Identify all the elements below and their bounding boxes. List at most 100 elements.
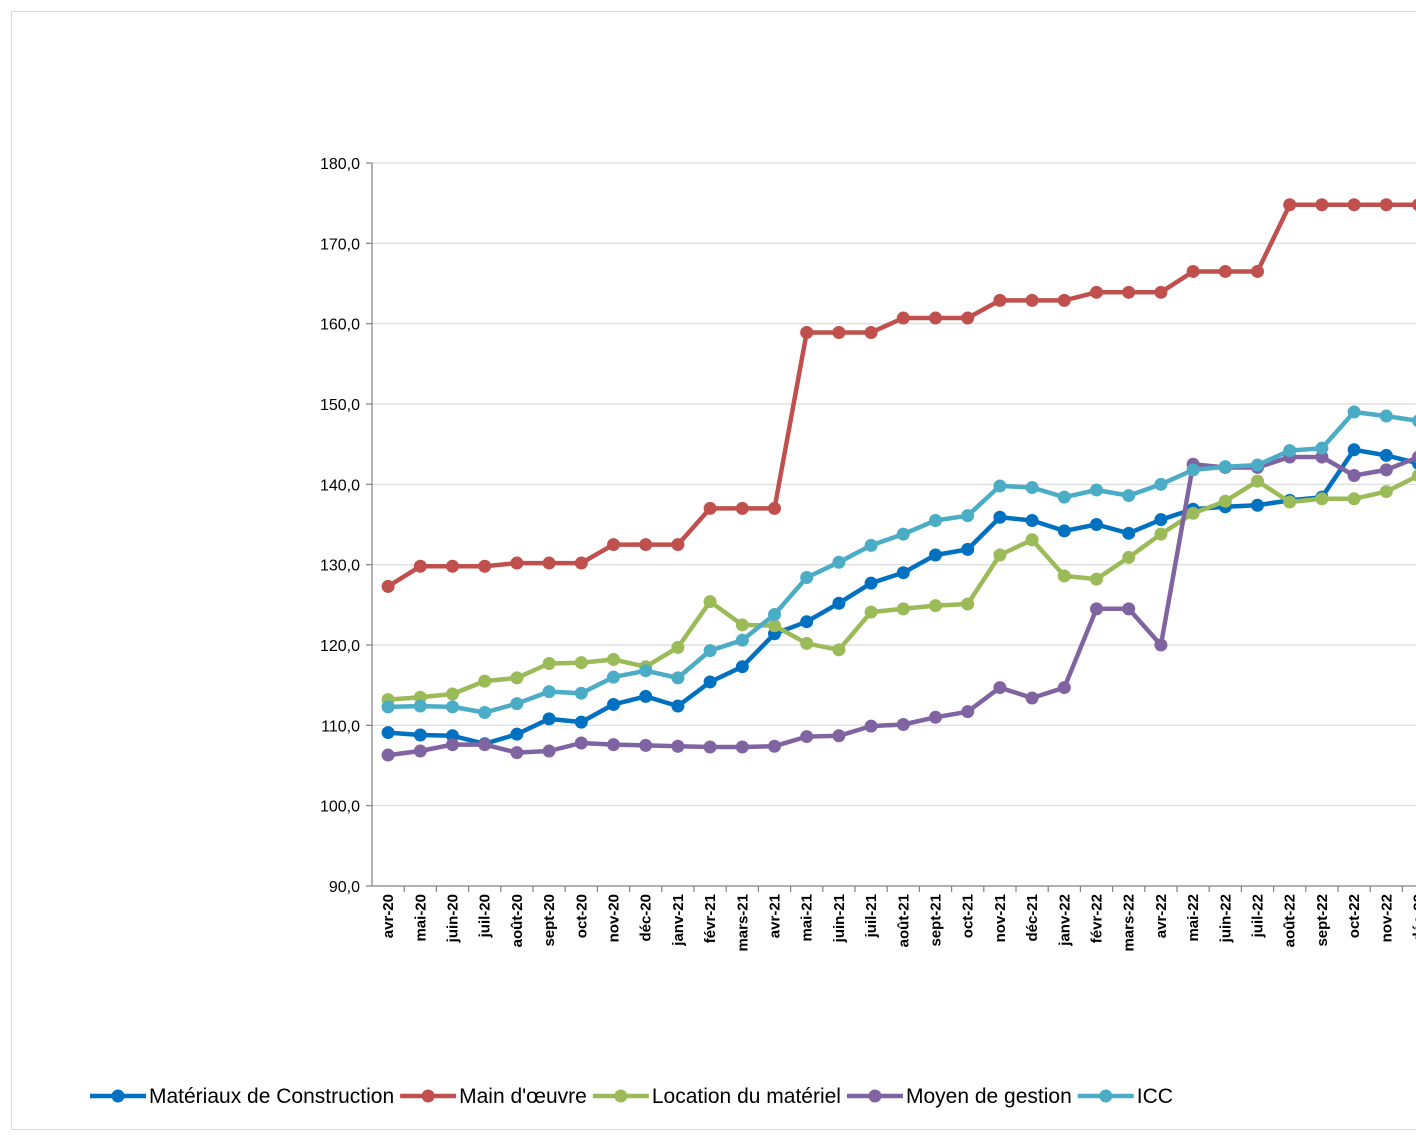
data-point: [510, 556, 524, 570]
series-4: [381, 405, 1416, 719]
data-point: [1154, 527, 1168, 541]
x-tick-label: oct-21: [960, 894, 977, 938]
data-point: [896, 718, 910, 732]
data-point: [929, 710, 942, 724]
data-point: [381, 579, 395, 593]
data-point: [413, 744, 427, 758]
x-tick-label: avr-21: [767, 894, 784, 938]
data-point: [768, 501, 781, 515]
data-point: [1347, 198, 1361, 212]
y-tick-label: 180,0: [320, 156, 360, 173]
data-point: [1154, 513, 1168, 527]
data-point: [864, 538, 878, 552]
data-point: [703, 501, 717, 515]
data-point: [735, 633, 749, 647]
x-tick-label: févr-21: [702, 894, 719, 943]
data-point: [1025, 293, 1039, 307]
data-point: [800, 326, 814, 340]
data-point: [961, 705, 975, 719]
data-point: [639, 689, 653, 703]
data-point: [1122, 602, 1136, 616]
data-point: [1379, 448, 1393, 462]
legend-label: Matériaux de Construction: [149, 1085, 394, 1108]
data-point: [574, 556, 588, 570]
data-point: [1251, 474, 1264, 488]
x-tick-label: août-20: [509, 894, 526, 947]
legend-item: Matériaux de Construction: [90, 1085, 394, 1108]
x-tick-label: mai-20: [412, 894, 429, 942]
data-point: [800, 615, 814, 629]
data-point: [1186, 264, 1200, 278]
data-point: [1154, 477, 1168, 491]
data-point: [1025, 513, 1039, 527]
data-point: [896, 566, 910, 580]
data-point: [1251, 458, 1264, 472]
data-point: [542, 656, 556, 670]
legend-label: Moyen de gestion: [906, 1085, 1072, 1108]
data-point: [1251, 498, 1264, 512]
data-point: [639, 664, 653, 678]
data-point: [800, 636, 814, 650]
data-point: [1057, 681, 1071, 695]
data-point: [446, 687, 459, 701]
data-point: [1057, 569, 1071, 583]
x-tick-label: janv-22: [1056, 894, 1073, 947]
data-point: [735, 501, 749, 515]
y-tick-label: 120,0: [320, 638, 360, 655]
y-axis-ticks: 90,0 100,0 110,0 120,0 130,0 140,0 150,0 160,0 1…: [320, 156, 372, 896]
data-point: [1283, 198, 1297, 212]
data-point: [1347, 492, 1361, 506]
data-point: [1379, 485, 1393, 499]
data-point: [961, 597, 975, 611]
data-point: [768, 739, 781, 753]
data-point: [832, 729, 846, 743]
y-tick-label: 150,0: [320, 397, 360, 414]
data-point: [1057, 490, 1071, 504]
data-point: [703, 644, 717, 658]
data-point: [735, 740, 749, 754]
x-tick-label: sept-20: [541, 894, 558, 947]
data-point: [961, 311, 975, 325]
data-point: [1379, 409, 1393, 423]
data-point: [800, 730, 814, 744]
data-point: [896, 527, 910, 541]
data-point: [1315, 441, 1329, 455]
data-point: [735, 660, 749, 674]
data-point: [896, 311, 910, 325]
x-tick-label: juil-20: [477, 894, 494, 938]
data-point: [1412, 414, 1416, 427]
data-point: [478, 559, 492, 573]
x-tick-label: avr-22: [1153, 894, 1170, 938]
data-point: [832, 596, 846, 610]
x-tick-label: sept-22: [1314, 894, 1331, 947]
y-tick-label: 170,0: [320, 236, 360, 253]
legend-item: Moyen de gestion: [846, 1085, 1072, 1108]
x-tick-label: févr-22: [1089, 894, 1106, 943]
data-point: [993, 510, 1007, 524]
data-point: [542, 712, 556, 726]
legend-label: Main d'œuvre: [459, 1085, 587, 1108]
data-point: [864, 605, 878, 619]
data-point: [1090, 518, 1103, 531]
data-point: [735, 618, 749, 632]
x-tick-label: oct-22: [1346, 894, 1363, 938]
legend-marker: [868, 1089, 882, 1103]
data-point: [381, 726, 395, 740]
data-point: [768, 607, 781, 621]
data-point: [446, 700, 459, 714]
x-tick-label: juil-22: [1250, 894, 1267, 938]
data-point: [768, 619, 781, 633]
data-point: [1090, 285, 1103, 299]
data-point: [1347, 443, 1361, 457]
data-point: [961, 542, 975, 556]
data-point: [1315, 492, 1329, 506]
x-tick-label: nov-22: [1378, 894, 1395, 942]
data-point: [832, 643, 846, 657]
data-point: [607, 652, 620, 666]
legend-marker: [1099, 1089, 1113, 1103]
data-point: [542, 685, 556, 699]
data-point: [510, 671, 524, 685]
y-tick-label: 130,0: [320, 558, 360, 575]
series-0: [381, 443, 1416, 751]
